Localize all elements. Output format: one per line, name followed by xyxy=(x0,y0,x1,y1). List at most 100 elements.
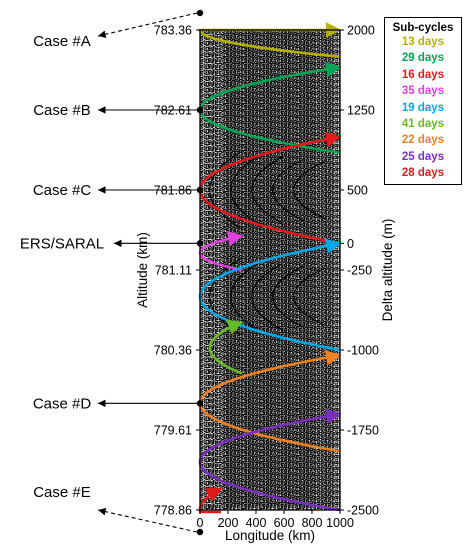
y-right-tick-label: -2500 xyxy=(347,504,379,518)
dot-curve xyxy=(279,413,340,442)
dot-curve xyxy=(279,30,340,43)
y-right-tick-label: 0 xyxy=(347,237,354,251)
dot-curve xyxy=(279,202,340,231)
annotation-dot xyxy=(196,528,204,536)
x-tick-label: 800 xyxy=(302,516,323,530)
minor-curve xyxy=(272,158,304,222)
dot-curve xyxy=(279,260,340,289)
x-tick-label: 400 xyxy=(246,516,267,530)
annotation-label: Case #B xyxy=(33,102,91,119)
dot-curve xyxy=(279,272,340,301)
dot-curve xyxy=(279,301,340,330)
dot-curve xyxy=(279,448,340,477)
x-tick-label: 0 xyxy=(197,516,204,530)
minor-curve xyxy=(293,267,325,326)
annotation-dot xyxy=(196,400,204,407)
x-axis-ticks: 0 200 400 600 800 1000 xyxy=(197,510,354,530)
y-right-tick-label: -1750 xyxy=(347,424,379,438)
y-left-tick-label: 778.86 xyxy=(154,504,192,518)
x-tick-label: 1000 xyxy=(326,516,354,530)
annotation-dot xyxy=(196,106,204,114)
legend-item: 29 days xyxy=(401,52,445,65)
legend: Sub-cycles 13 days 29 days 16 days 35 days 1… xyxy=(384,17,462,185)
dot-curve xyxy=(279,155,340,184)
y-left-tick-label: 780.36 xyxy=(154,344,192,358)
dot-curve xyxy=(279,436,340,465)
dot-curve xyxy=(279,477,340,506)
y-left-tick-label: 779.61 xyxy=(154,424,192,438)
legend-item: 22 days xyxy=(401,134,445,147)
dot-curve xyxy=(279,166,340,195)
dot-curve xyxy=(279,319,340,348)
annotation-label: Case #E xyxy=(33,484,91,501)
dot-curve xyxy=(279,419,340,448)
dot-curve xyxy=(279,366,340,395)
minor-curve xyxy=(230,260,262,333)
dot-curve xyxy=(279,67,340,96)
legend-item: 13 days xyxy=(401,36,445,48)
dot-curve xyxy=(279,296,340,324)
annotation-label: Case #C xyxy=(33,182,92,199)
legend-item: 28 days xyxy=(401,167,445,180)
minor-subcycle-curves xyxy=(209,151,325,336)
dot-curve xyxy=(279,172,340,201)
dot-curve xyxy=(279,472,340,500)
y-right-tick-label: -1000 xyxy=(347,344,379,358)
dot-curve xyxy=(279,307,340,336)
dot-curve xyxy=(279,184,340,213)
x-axis-label: Longitude (km) xyxy=(225,528,315,543)
legend-item: 25 days xyxy=(401,150,445,163)
minor-curve xyxy=(272,265,304,329)
y-left-tick-label: 781.11 xyxy=(155,264,192,278)
x-tick-label: 600 xyxy=(274,516,295,530)
dot-curve xyxy=(279,372,340,401)
dot-curve xyxy=(279,149,340,178)
legend-item: 19 days xyxy=(401,101,445,114)
case-annotations: Case #A Case #B Case #C ERS/SARAL Case #D Cas… xyxy=(20,9,204,536)
dot-curve xyxy=(279,360,340,389)
dot-curve xyxy=(279,284,340,313)
dot-curve xyxy=(279,61,340,90)
minor-curve xyxy=(251,262,283,331)
dot-curve xyxy=(279,407,340,436)
minor-curve xyxy=(293,161,325,219)
annotation-dot xyxy=(196,240,204,247)
dot-curve xyxy=(279,196,340,225)
dot-curve xyxy=(279,401,340,430)
series-line-41-days xyxy=(208,319,244,375)
legend-title: Sub-cycles xyxy=(392,22,454,34)
y-right-tick-label: 2000 xyxy=(347,24,375,38)
y-right-ticks: 2000 1250 500 0 -250 -1000 -1750 -2500 xyxy=(340,24,379,518)
dot-curve xyxy=(279,102,340,131)
dot-curve xyxy=(279,137,340,166)
legend-item: 35 days xyxy=(401,85,445,98)
annotation-dot xyxy=(196,9,204,17)
dot-curve xyxy=(279,73,340,102)
dot-curve xyxy=(279,143,340,172)
annotation-dot xyxy=(196,186,204,194)
dot-curve xyxy=(279,208,340,236)
annotation-label: ERS/SARAL xyxy=(20,235,104,252)
dot-curve xyxy=(279,348,340,377)
dot-curve xyxy=(279,231,340,260)
dot-curve xyxy=(279,466,340,495)
dot-curve xyxy=(279,32,340,60)
x-tick-label: 200 xyxy=(218,516,239,530)
annotation-arrow xyxy=(97,12,198,39)
y-right-tick-label: 1250 xyxy=(347,104,375,118)
dot-curve xyxy=(279,442,340,471)
dot-curve xyxy=(279,30,340,55)
minor-curve xyxy=(209,151,241,229)
annotation-label: Case #A xyxy=(33,33,91,50)
dot-curve xyxy=(279,55,340,84)
dot-curve xyxy=(279,131,340,160)
annotation-label: Case #D xyxy=(33,395,92,412)
dot-curve xyxy=(279,178,340,207)
dot-curve xyxy=(279,237,340,266)
dot-curve xyxy=(279,30,340,49)
dot-curve xyxy=(279,313,340,342)
dot-curve xyxy=(279,278,340,307)
dot-curve xyxy=(279,342,340,371)
dot-curve xyxy=(279,90,340,119)
